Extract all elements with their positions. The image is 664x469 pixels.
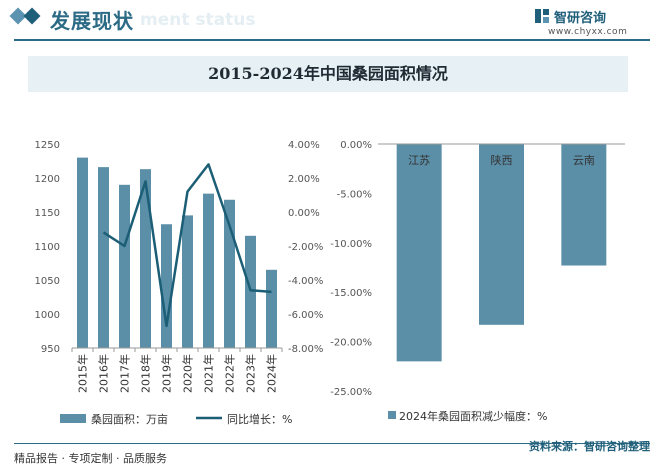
left-axis-tick-label: 1000 (35, 310, 60, 321)
footer-slogan: 精品报告 · 专项定制 · 品质服务 (14, 452, 167, 465)
area-bar (161, 224, 172, 348)
region-decline-bar (396, 144, 442, 362)
category-label: 2018年 (139, 354, 153, 393)
right-axis-tick-label: -4.00% (288, 276, 323, 287)
brand-url: www.chyxx.com (548, 27, 628, 37)
header-rule (14, 39, 650, 41)
growth-line (102, 163, 272, 328)
region-decline-bar (561, 144, 607, 266)
category-label: 2017年 (118, 354, 132, 393)
brand-mark-icon (535, 9, 549, 23)
legend-label-decline: 2024年桑园面积减少幅度：% (399, 409, 547, 423)
footer-rule (14, 443, 650, 444)
region-label: 陕西 (491, 153, 513, 167)
left-axis-tick-label: 1050 (35, 276, 60, 287)
category-label: 2016年 (97, 354, 111, 393)
right-axis-tick-label: 0.00% (288, 208, 320, 219)
area-bar (245, 235, 256, 348)
top-bar: ment status 发展现状 智研咨询 www.chyxx.com (0, 0, 664, 38)
left-axis-tick-label: 1150 (35, 208, 60, 219)
footer-source: 资料来源：智研咨询整理 (529, 440, 650, 453)
region-decline-bar (479, 144, 524, 325)
area-bar (203, 193, 214, 348)
category-label: 2020年 (181, 354, 195, 393)
legend-label-area: 桑园面积：万亩 (91, 412, 168, 426)
section-title: 发展现状 (50, 9, 134, 33)
right-axis-tick-label: -8.00% (288, 344, 323, 355)
area-bar (224, 199, 235, 348)
brand-name: 智研咨询 (554, 11, 607, 26)
legend-swatch-area (60, 414, 86, 423)
right-axis-tick-label: -6.00% (288, 310, 323, 321)
region-axis-tick-label: -15.00% (330, 288, 372, 299)
area-bar (119, 184, 130, 348)
chart-title: 2015-2024年中国桑园面积情况 (28, 56, 628, 92)
legend-label-growth: 同比增长：% (227, 412, 292, 426)
brand-logo: 智研咨询 www.chyxx.com (534, 6, 644, 37)
section-ghost-text: ment status (140, 10, 256, 30)
right-axis-tick-label: 4.00% (288, 140, 320, 151)
right-axis-tick-label: -2.00% (288, 242, 323, 253)
category-label: 2022年 (223, 354, 237, 393)
region-axis-tick-label: -10.00% (330, 239, 372, 250)
region-label: 云南 (573, 154, 595, 167)
area-bar (98, 167, 109, 348)
area-bar (140, 169, 151, 348)
category-label: 2021年 (202, 354, 216, 393)
category-label: 2015年 (76, 354, 90, 393)
category-label: 2019年 (160, 354, 174, 393)
legend-swatch-decline (388, 411, 396, 419)
left-axis-tick-label: 1200 (35, 174, 60, 185)
left-axis-tick-label: 1100 (35, 242, 60, 253)
area-bar (77, 157, 88, 348)
right-axis-tick-label: 2.00% (288, 174, 320, 185)
area-bar (266, 269, 277, 348)
area-bar (182, 215, 193, 348)
region-axis-tick-label: 0.00% (340, 140, 372, 151)
left-axis-tick-label: 950 (41, 344, 60, 355)
region-label: 江苏 (408, 154, 430, 167)
category-label: 2024年 (265, 354, 279, 393)
region-axis-tick-label: -5.00% (337, 189, 372, 200)
left-axis-tick-label: 1250 (35, 140, 60, 151)
region-axis-tick-label: -25.00% (330, 387, 372, 398)
region-axis-tick-label: -20.00% (330, 338, 372, 349)
category-label: 2023年 (244, 354, 258, 393)
